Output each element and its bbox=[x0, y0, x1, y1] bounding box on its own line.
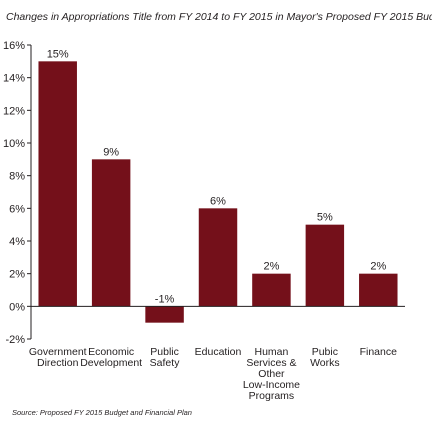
x-tick-label: Pubic Works bbox=[310, 346, 340, 369]
bar bbox=[359, 273, 398, 307]
bar bbox=[305, 224, 345, 307]
x-tick-label: Education bbox=[195, 346, 242, 358]
data-label: 15% bbox=[47, 48, 69, 60]
x-tick-label: Government Direction bbox=[29, 346, 87, 369]
y-axis-ticks: -2% 0% 2% 4% 6% 8% 10% 12% 14% 16% bbox=[3, 40, 31, 346]
data-label: 6% bbox=[210, 195, 226, 207]
data-label: -1% bbox=[155, 293, 175, 305]
y-tick-label: 8% bbox=[9, 171, 25, 183]
y-tick-label: 12% bbox=[3, 105, 25, 117]
y-tick-label: 14% bbox=[3, 73, 25, 85]
chart-title: Changes in Appropriations Title from FY … bbox=[6, 11, 432, 23]
data-label: 2% bbox=[263, 261, 279, 273]
data-label: 9% bbox=[103, 146, 119, 158]
bars: 15% 9% -1% 6% 2% 5% 2% bbox=[38, 48, 398, 323]
bar bbox=[145, 306, 184, 323]
x-tick-label: Finance bbox=[360, 346, 398, 358]
y-tick-label: 16% bbox=[3, 40, 25, 52]
bar bbox=[198, 208, 238, 307]
y-tick-label: 6% bbox=[9, 203, 25, 215]
y-tick-label: 0% bbox=[9, 301, 25, 313]
x-tick-label: Economic Development bbox=[80, 346, 142, 369]
y-tick-label: 10% bbox=[3, 138, 25, 150]
data-label: 5% bbox=[317, 212, 333, 224]
data-label: 2% bbox=[370, 261, 386, 273]
bar bbox=[91, 159, 131, 307]
bar bbox=[38, 61, 77, 307]
bar bbox=[252, 273, 291, 307]
x-tick-label: Public Safety bbox=[150, 346, 181, 369]
y-tick-label: 2% bbox=[9, 269, 25, 281]
x-tick-label: Human Services & Other Low-Income Programs bbox=[243, 346, 300, 402]
chart-source: Source: Proposed FY 2015 Budget and Fina… bbox=[12, 408, 192, 417]
y-tick-label: -2% bbox=[5, 334, 25, 346]
y-tick-label: 4% bbox=[9, 236, 25, 248]
